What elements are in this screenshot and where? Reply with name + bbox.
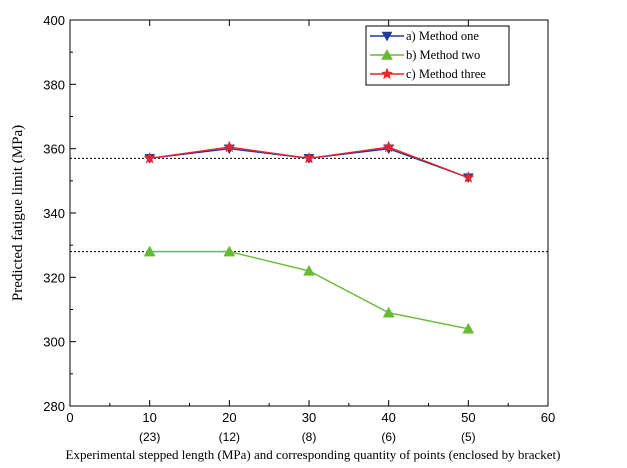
data-point [462,171,475,183]
x-tick-label: 30 [302,410,316,425]
data-point [143,151,156,164]
x-tick-sublabel: (8) [302,430,317,444]
y-tick-label: 300 [43,335,65,350]
data-point [303,264,315,276]
x-tick-label: 0 [66,410,73,425]
x-tick-label: 20 [222,410,236,425]
data-point [223,140,236,153]
axes-layer: 0 10 20 30 40 50 60 280 300 320 340 360 380 400 (23) (1… [43,13,555,444]
data-point [462,322,475,334]
legend-marker [381,31,393,42]
legend: a) Method one b) Method two c) Method thre… [365,25,510,86]
x-tick-label: 40 [381,410,395,425]
y-tick-label: 400 [43,13,65,28]
y-tick-label: 360 [43,142,65,157]
y-tick-label: 280 [43,399,65,414]
x-tick-label: 50 [461,410,475,425]
legend-label: a) Method one [406,29,479,43]
y-tick-label: 340 [43,206,65,221]
legend-marker [381,48,393,60]
data-point [143,245,156,257]
series-line [149,250,469,330]
data-point [223,245,236,257]
legend-label: b) Method two [406,48,480,62]
data-point [302,151,316,164]
reference-lines [70,157,548,253]
data-point [382,140,395,153]
data-point [382,306,395,318]
y-tick-label: 320 [43,270,65,285]
y-axis-label: Predicted fatigue limit (MPa) [10,125,26,301]
x-tick-label: 10 [142,410,156,425]
legend-marker [380,67,394,80]
x-axis-label: Experimental stepped length (MPa) and co… [66,447,561,462]
x-tick-sublabel: (5) [461,430,476,444]
y-tick-label: 380 [43,77,65,92]
x-tick-sublabel: (23) [139,430,160,444]
x-tick-label: 60 [541,410,555,425]
series-layer [143,140,475,334]
x-tick-sublabel: (12) [219,430,240,444]
legend-label: c) Method three [406,67,486,81]
x-tick-sublabel: (6) [381,430,396,444]
